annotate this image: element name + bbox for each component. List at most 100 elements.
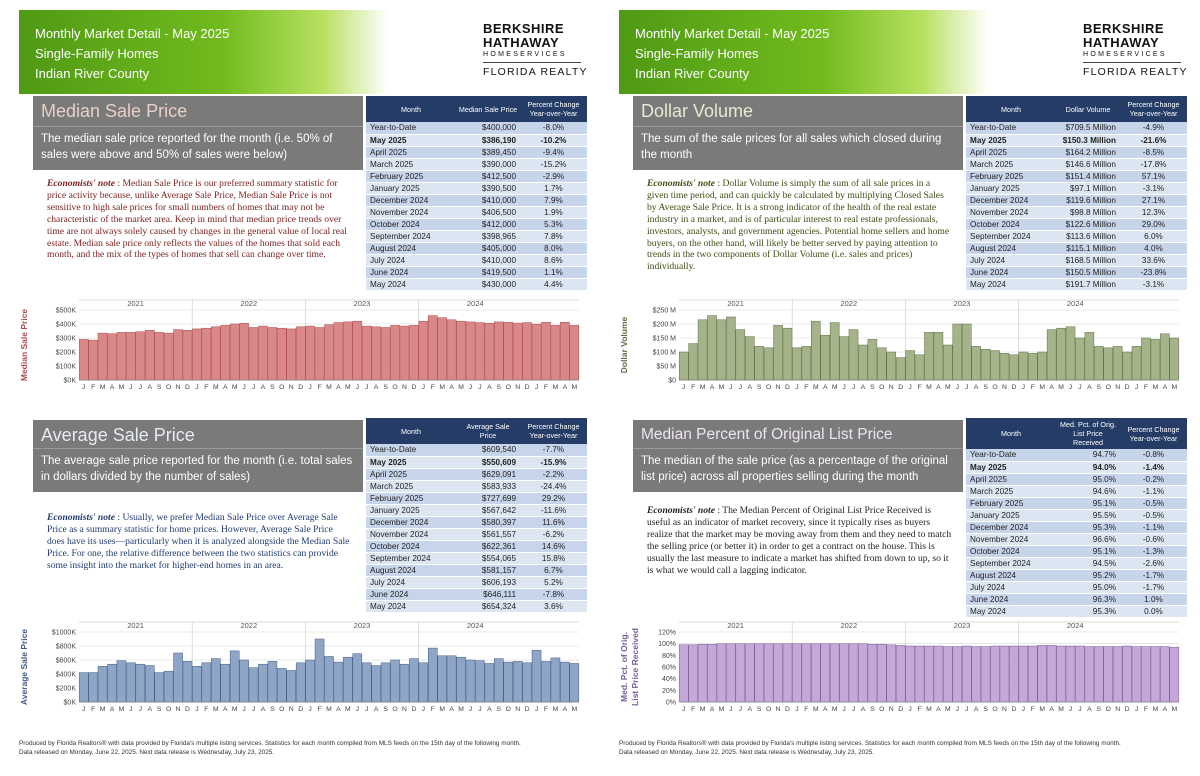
bar xyxy=(258,325,268,381)
table-row: February 2025 $412,500 -2.9% xyxy=(366,170,587,183)
bar xyxy=(456,320,466,381)
table-cell-v: 95.5% xyxy=(1056,509,1120,522)
table-cell-m: July 2024 xyxy=(366,254,456,267)
x-tick-label: F xyxy=(544,384,548,391)
x-tick-label: M xyxy=(571,384,577,391)
table-row: July 2024 $410,000 8.6% xyxy=(366,254,587,267)
x-tick-label: M xyxy=(232,706,238,713)
x-tick-label: A xyxy=(823,706,828,713)
bar xyxy=(1046,329,1057,381)
logo-line1: BERKSHIRE xyxy=(1083,21,1165,36)
bar xyxy=(1103,646,1114,703)
table-cell-p: -4.9% xyxy=(1120,122,1187,135)
table-row: May 2024 95.3% 0.0% xyxy=(966,605,1187,618)
dollar-table: Month Dollar Volume Percent Change Year-ov… xyxy=(966,96,1187,291)
header-property-type: Single-Family Homes xyxy=(635,46,759,61)
table-cell-p: -10.2% xyxy=(520,134,587,147)
x-tick-label: D xyxy=(898,384,903,391)
table-cell-p: -2.6% xyxy=(1120,557,1187,570)
bar xyxy=(371,665,381,703)
table-cell-m: January 2025 xyxy=(966,509,1056,522)
bar xyxy=(1131,646,1142,703)
table-cell-v: $654,324 xyxy=(456,600,520,613)
bar xyxy=(144,330,155,381)
table-cell-m: Year-to-Date xyxy=(366,444,456,457)
x-tick-label: M xyxy=(213,706,219,713)
x-tick-label: A xyxy=(261,706,266,713)
table-cell-v: $622,361 xyxy=(456,540,520,553)
x-tick-label: J xyxy=(535,384,538,391)
x-tick-label: M xyxy=(213,384,219,391)
x-tick-label: J xyxy=(139,384,142,391)
x-tick-label: S xyxy=(157,706,162,713)
x-tick-label: A xyxy=(974,706,979,713)
table-cell-p: 4.0% xyxy=(1120,242,1187,255)
table-cell-p: 7.9% xyxy=(520,194,587,207)
bar xyxy=(716,643,727,703)
x-tick-label: J xyxy=(535,706,538,713)
bar xyxy=(773,643,783,703)
year-label: 2024 xyxy=(1067,621,1084,630)
x-tick-label: S xyxy=(1097,706,1102,713)
bar xyxy=(361,325,372,381)
table-row: September 2024 $398,965 7.8% xyxy=(366,230,587,243)
table-row: October 2024 95.1% -1.3% xyxy=(966,545,1187,558)
x-tick-label: J xyxy=(129,384,132,391)
x-tick-label: J xyxy=(129,706,132,713)
table-cell-p: -1.7% xyxy=(1120,581,1187,594)
bar xyxy=(848,329,859,381)
bar xyxy=(324,324,334,381)
table-cell-v: 94.6% xyxy=(1056,485,1120,498)
table-cell-v: $150.5 Million xyxy=(1056,266,1120,279)
table-cell-p: -3.1% xyxy=(1120,182,1187,195)
table-cell-p: 6.0% xyxy=(1120,230,1187,243)
x-tick-label: F xyxy=(917,384,921,391)
table-row: January 2025 $567,642 -11.6% xyxy=(366,504,587,517)
table-cell-m: May 2024 xyxy=(966,278,1056,291)
x-tick-label: M xyxy=(571,706,577,713)
table-cell-p: -8.5% xyxy=(1120,146,1187,159)
table-cell-m: September 2024 xyxy=(966,557,1056,570)
table-cell-m: March 2025 xyxy=(366,158,456,171)
table-cell-p: 11.6% xyxy=(520,516,587,529)
table-row: April 2025 $629,091 -2.2% xyxy=(366,468,587,481)
table-cell-v: $115.1 Million xyxy=(1056,242,1120,255)
table-row: December 2024 95.3% -1.1% xyxy=(966,521,1187,534)
table-cell-v: $554,065 xyxy=(456,552,520,565)
table-cell-p: -11.6% xyxy=(520,504,587,517)
table-cell-p: -0.2% xyxy=(1120,473,1187,486)
y-tick-label: 80% xyxy=(662,653,676,660)
y-axis-label: Med. Pct. of Orig. xyxy=(619,632,629,702)
table-header-p: Percent Change Year-over-Year xyxy=(520,96,587,122)
table-header-p: Percent Change Year-over-Year xyxy=(1120,96,1187,122)
y-tick-label: 40% xyxy=(662,676,676,683)
x-tick-label: J xyxy=(195,384,198,391)
bar xyxy=(97,666,108,703)
bar xyxy=(88,672,98,703)
bar xyxy=(877,644,887,703)
year-label: 2021 xyxy=(127,621,144,630)
x-tick-label: J xyxy=(852,384,855,391)
bar xyxy=(697,319,708,381)
table-cell-v: $561,557 xyxy=(456,528,520,541)
bar xyxy=(78,672,89,703)
x-tick-label: F xyxy=(317,384,321,391)
bar xyxy=(116,660,127,703)
table-cell-v: $164.2 Million xyxy=(1056,146,1120,159)
bar xyxy=(201,327,212,381)
bar xyxy=(707,644,717,703)
table-cell-p: 1.7% xyxy=(520,182,587,195)
table-cell-p: -15.2% xyxy=(520,158,587,171)
bar xyxy=(182,661,193,703)
pctlist-note-text: The Median Percent of Original List Pric… xyxy=(647,505,952,576)
bar xyxy=(1028,353,1038,381)
bar xyxy=(886,644,897,703)
bar xyxy=(267,327,278,381)
bar xyxy=(267,661,278,703)
table-cell-p: -23.8% xyxy=(1120,266,1187,279)
bar xyxy=(1065,645,1076,703)
average-desc: The average sale price reported for the … xyxy=(33,448,363,492)
x-tick-label: A xyxy=(449,706,454,713)
table-cell-m: September 2024 xyxy=(366,552,456,565)
bar xyxy=(144,665,155,703)
